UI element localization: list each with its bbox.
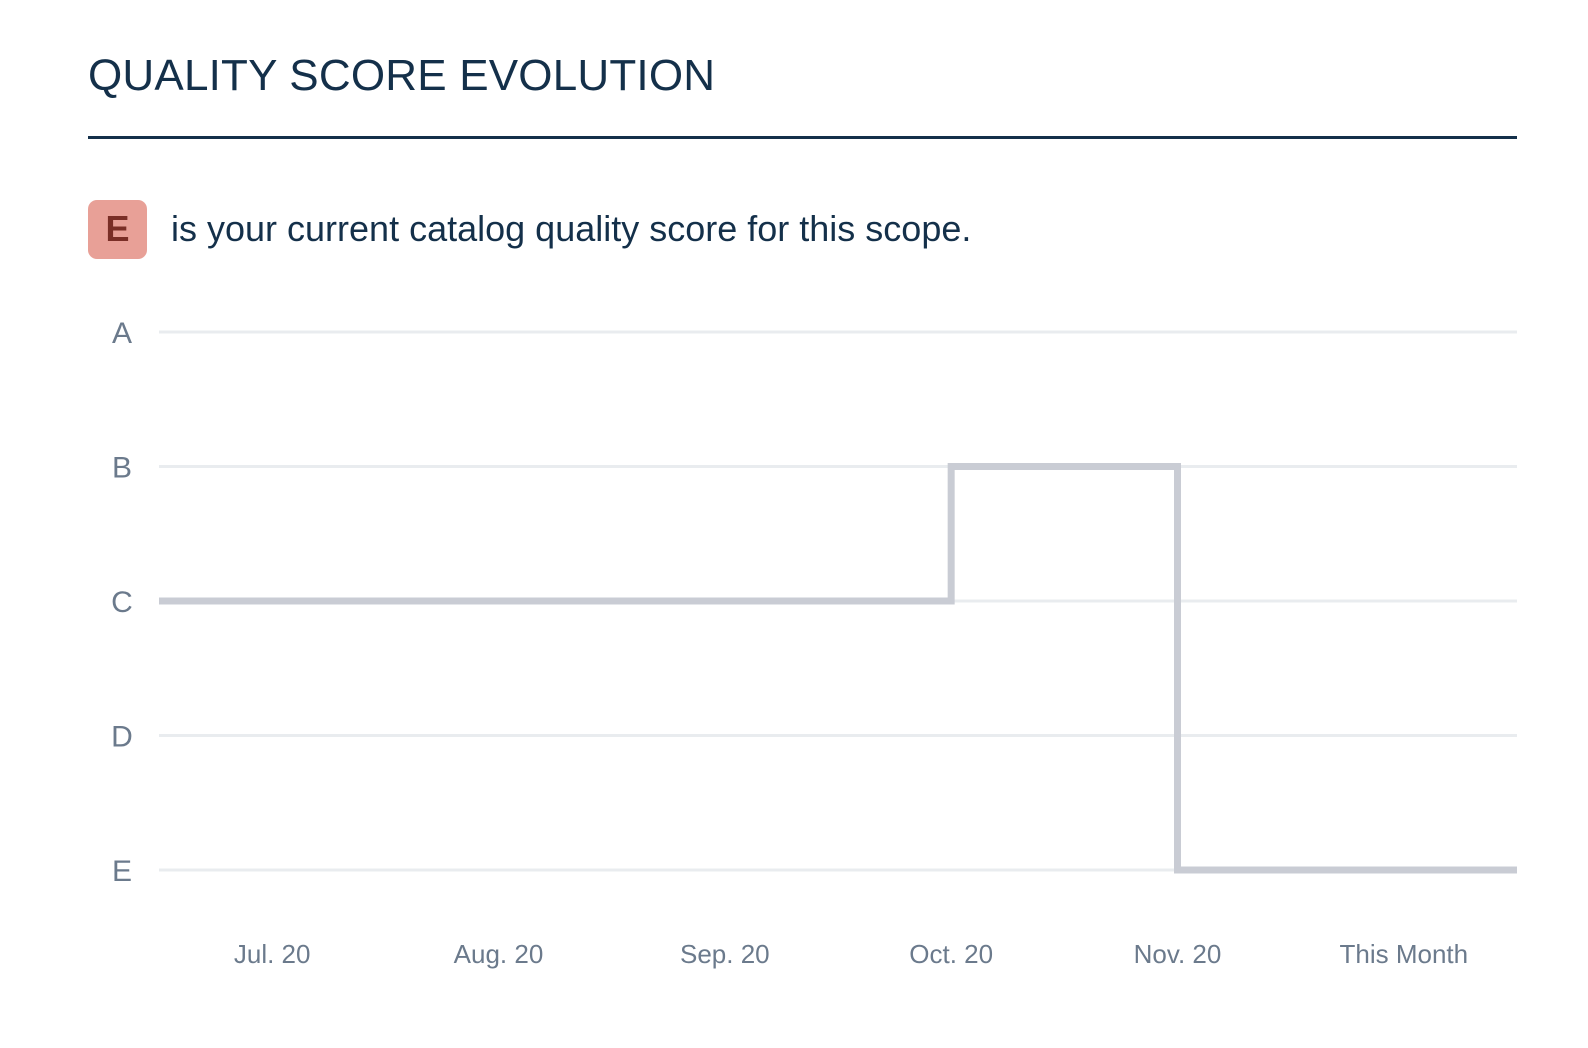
- y-tick-label: C: [111, 586, 133, 619]
- y-tick-label: D: [111, 721, 133, 754]
- current-score-row: E is your current catalog quality score …: [88, 199, 971, 259]
- x-tick-label: Aug. 20: [454, 939, 544, 969]
- score-description: is your current catalog quality score fo…: [171, 208, 972, 249]
- title-divider: [88, 136, 1517, 139]
- x-axis-labels: Jul. 20 Aug. 20 Sep. 20 Oct. 20 Nov. 20 This …: [234, 939, 1468, 969]
- series-layer: [159, 463, 1517, 874]
- quality-score-line: [159, 463, 1517, 874]
- x-tick-label: Jul. 20: [234, 939, 311, 969]
- score-grade-badge: E: [88, 199, 147, 259]
- y-tick-label: E: [112, 855, 132, 888]
- x-tick-label: Nov. 20: [1134, 939, 1222, 969]
- y-tick-label: A: [112, 317, 132, 350]
- x-tick-label: This Month: [1340, 939, 1469, 969]
- x-tick-label: Oct. 20: [909, 939, 993, 969]
- y-axis-labels: A B C D E: [111, 317, 133, 888]
- y-tick-label: B: [112, 452, 132, 485]
- quality-score-chart: A B C D E Jul. 20 Aug. 20 Sep. 20 Oct. 20 Nov. 2…: [111, 317, 1517, 969]
- x-tick-label: Sep. 20: [680, 939, 770, 969]
- section-title: QUALITY SCORE EVOLUTION: [88, 51, 716, 100]
